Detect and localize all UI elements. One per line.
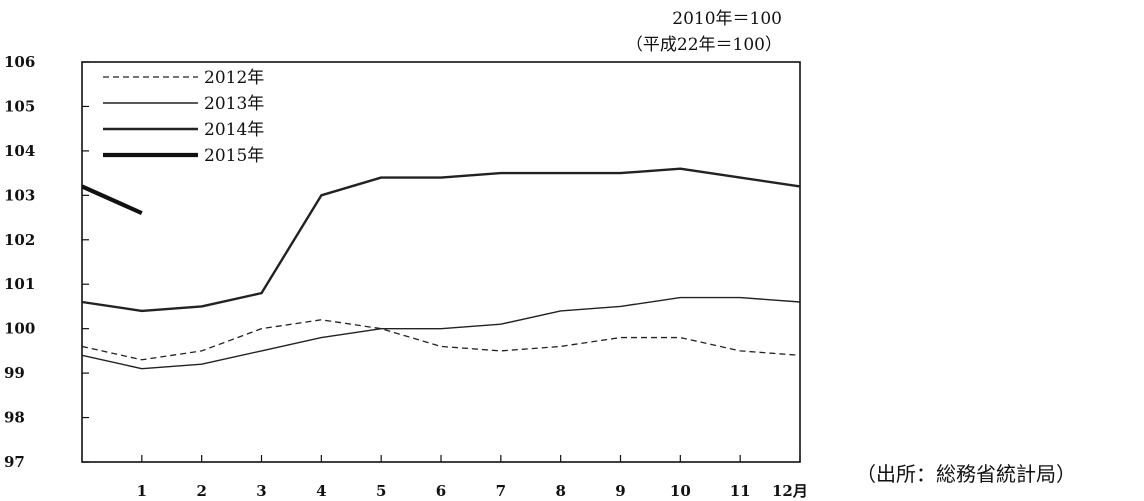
x-tick-label-3: 3 <box>256 482 266 500</box>
x-tick-label-8: 8 <box>555 482 565 500</box>
legend-label-2012年: 2012年 <box>204 68 264 88</box>
x-tick-label-9: 9 <box>615 482 625 500</box>
x-tick-label-10: 10 <box>670 482 691 500</box>
series-line-2012年 <box>81 319 801 361</box>
legend: 2012年 2013年 2014年 2015年 <box>103 68 264 166</box>
y-tick-label-98: 98 <box>4 409 25 427</box>
y-tick-label-102: 102 <box>4 231 35 249</box>
unit-note-line1: 2010年＝100 <box>672 9 782 29</box>
x-tick-label-1: 1 <box>137 482 147 500</box>
y-tick-label-100: 100 <box>4 320 35 338</box>
x-axis-ticks: 1 2 3 4 5 6 7 8 9 10 11 12月 <box>137 455 808 500</box>
y-tick-label-104: 104 <box>4 142 35 160</box>
series-line-2014年 <box>81 167 801 313</box>
x-tick-label-11: 11 <box>730 482 751 500</box>
x-tick-label-2: 2 <box>196 482 206 500</box>
source-note: （出所：総務省統計局） <box>856 462 1076 486</box>
series-line-2015年 <box>81 184 143 216</box>
x-tick-label-7: 7 <box>496 482 506 500</box>
series-line-2013年 <box>81 296 801 370</box>
plot-frame <box>81 61 801 463</box>
y-tick-label-101: 101 <box>4 275 35 293</box>
y-tick-label-97: 97 <box>4 453 25 471</box>
y-tick-label-105: 105 <box>4 97 35 115</box>
chart-axes <box>81 61 801 463</box>
legend-label-2013年: 2013年 <box>204 94 264 114</box>
y-tick-label-99: 99 <box>4 364 25 382</box>
unit-note-line2: （平成22年＝100） <box>626 35 782 55</box>
x-tick-label-4: 4 <box>316 482 326 500</box>
x-tick-label-5: 5 <box>376 482 386 500</box>
x-tick-label-6: 6 <box>436 482 446 500</box>
x-tick-label-12: 12月 <box>772 482 808 500</box>
y-tick-label-103: 103 <box>4 186 35 204</box>
legend-label-2014年: 2014年 <box>204 120 264 140</box>
series-lines <box>81 167 801 370</box>
legend-label-2015年: 2015年 <box>204 146 264 166</box>
y-tick-label-106: 106 <box>4 53 35 71</box>
y-axis-ticks: 97 98 99 100 101 102 103 104 105 106 <box>4 53 89 471</box>
